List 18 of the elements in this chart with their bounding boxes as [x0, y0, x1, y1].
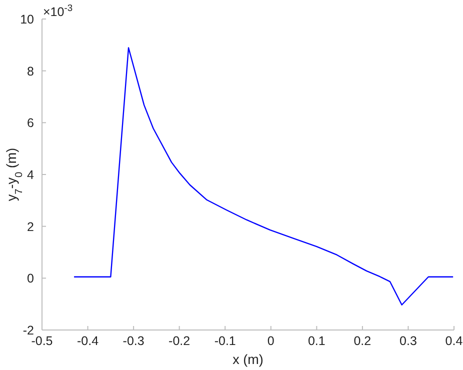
x-tick-label: 0.4: [445, 334, 463, 348]
y-tick-label: 2: [27, 220, 34, 234]
x-tick-label: 0.1: [308, 334, 326, 348]
y-tick-label: 6: [27, 116, 34, 130]
line-series: [73, 47, 454, 306]
y-tick-label: 4: [27, 168, 34, 182]
x-tick-label: 0.3: [400, 334, 417, 348]
x-tick-label: -0.4: [77, 334, 99, 348]
x-tick-label: 0.2: [354, 334, 372, 348]
x-tick-label: -0.2: [168, 334, 190, 348]
y-tick-label: 10: [20, 12, 34, 26]
text: ×10$^{-3}$: [43, 3, 73, 19]
y-tick-label: 0: [27, 272, 34, 286]
x-tick-label: -0.3: [122, 334, 144, 348]
y-tick-label: 8: [27, 64, 34, 78]
x-tick-label: 0: [267, 334, 274, 348]
x-tick-label: -0.1: [214, 334, 236, 348]
x-axis-title: x (m): [232, 352, 264, 367]
